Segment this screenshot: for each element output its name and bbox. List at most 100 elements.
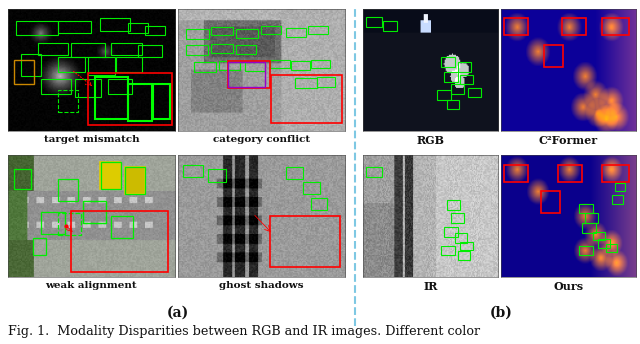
Bar	[291, 61, 310, 70]
Bar	[286, 28, 307, 37]
Bar	[111, 43, 141, 55]
Bar	[116, 57, 141, 72]
Bar	[71, 211, 168, 272]
Bar	[468, 88, 481, 97]
Bar	[614, 183, 625, 191]
Text: Ours: Ours	[554, 281, 584, 292]
Bar	[460, 75, 472, 84]
Bar	[365, 17, 382, 27]
Text: RGB: RGB	[417, 135, 445, 146]
Bar	[236, 29, 258, 38]
Text: ghost shadows: ghost shadows	[219, 281, 303, 290]
Bar	[125, 167, 145, 194]
Bar	[261, 26, 282, 34]
Bar	[211, 27, 233, 35]
Bar	[38, 43, 68, 55]
Bar	[455, 233, 467, 243]
Bar	[444, 72, 458, 82]
Bar	[269, 216, 340, 267]
Bar	[154, 84, 170, 118]
Bar	[244, 62, 264, 71]
Bar	[602, 164, 629, 182]
Text: weak alignment: weak alignment	[45, 281, 137, 290]
Bar	[317, 77, 335, 87]
Bar	[186, 45, 208, 55]
Bar	[286, 167, 303, 179]
Bar	[579, 204, 593, 213]
Bar	[541, 191, 561, 213]
Bar	[88, 57, 115, 75]
Text: category conflict: category conflict	[212, 135, 310, 144]
Bar	[58, 90, 78, 112]
Bar	[312, 197, 326, 210]
Bar	[383, 21, 397, 31]
Bar	[95, 77, 128, 118]
Bar	[585, 213, 598, 223]
Bar	[228, 61, 269, 88]
Bar	[562, 18, 586, 35]
Bar	[128, 23, 148, 33]
Bar	[271, 75, 342, 123]
Bar	[21, 54, 41, 76]
Text: (b): (b)	[490, 305, 512, 319]
Text: C²Former: C²Former	[539, 135, 598, 146]
Bar	[100, 18, 130, 31]
Bar	[557, 164, 582, 182]
Bar	[447, 100, 459, 109]
Bar	[111, 216, 133, 238]
Text: Fig. 1.  Modality Disparities between RGB and IR images. Different color: Fig. 1. Modality Disparities between RGB…	[8, 325, 480, 338]
Bar	[442, 57, 455, 67]
Bar	[33, 238, 46, 255]
Bar	[71, 43, 105, 57]
Bar	[208, 170, 226, 182]
Bar	[593, 232, 605, 240]
Bar	[460, 241, 472, 250]
Bar	[101, 162, 122, 189]
Bar	[58, 21, 92, 33]
Bar	[182, 164, 203, 177]
Text: IR: IR	[424, 281, 438, 292]
Bar	[58, 179, 78, 201]
Bar	[58, 213, 81, 235]
Bar	[220, 61, 239, 70]
Bar	[447, 200, 460, 210]
Bar	[442, 246, 455, 255]
Bar	[544, 45, 563, 67]
Bar	[437, 90, 451, 100]
Bar	[236, 45, 256, 54]
Bar	[579, 246, 593, 255]
Bar	[228, 62, 264, 87]
Bar	[504, 164, 528, 182]
Bar	[303, 182, 320, 194]
Bar	[41, 212, 65, 234]
Text: (a): (a)	[166, 305, 189, 319]
Bar	[612, 195, 623, 204]
Text: target mismatch: target mismatch	[44, 135, 139, 144]
Bar	[108, 79, 132, 94]
Bar	[211, 44, 233, 53]
Bar	[186, 29, 209, 39]
Bar	[295, 78, 317, 88]
Bar	[444, 227, 458, 237]
Bar	[606, 244, 617, 252]
Bar	[451, 84, 465, 94]
Bar	[16, 21, 58, 35]
Bar	[88, 73, 172, 125]
Bar	[312, 60, 330, 68]
Bar	[269, 60, 290, 68]
Bar	[125, 167, 145, 194]
Bar	[138, 45, 162, 57]
Bar	[365, 167, 382, 177]
Bar	[451, 213, 465, 223]
Bar	[598, 239, 611, 248]
Bar	[308, 26, 328, 34]
Bar	[100, 162, 120, 189]
Bar	[14, 60, 35, 84]
Bar	[145, 26, 165, 35]
Bar	[195, 62, 216, 72]
Bar	[75, 79, 101, 97]
Bar	[14, 170, 31, 189]
Bar	[83, 201, 106, 223]
Bar	[582, 223, 596, 233]
Bar	[504, 18, 528, 35]
